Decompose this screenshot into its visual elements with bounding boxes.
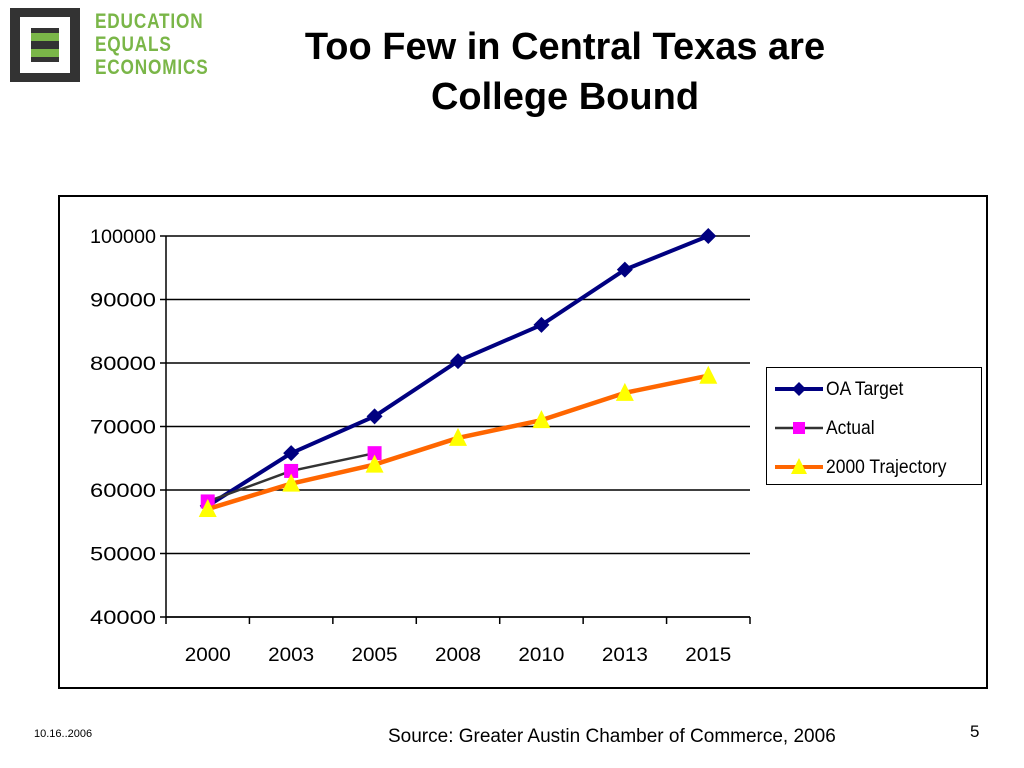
data-point-oa-target: [283, 445, 300, 462]
legend-swatch-oa-target: [775, 382, 823, 396]
x-tick-label: 2008: [435, 645, 481, 666]
data-point-actual: [367, 446, 382, 461]
slide-date: 10.16..2006: [34, 728, 93, 740]
x-tick-label: 2013: [602, 645, 648, 666]
x-tick-label: 2015: [685, 645, 731, 666]
series-line-oa-target: [205, 234, 711, 508]
chart-legend: OA Target Actual 2000 Trajectory: [766, 367, 982, 485]
legend-swatch-actual: [775, 422, 823, 434]
y-tick-label: 70000: [90, 418, 156, 439]
education-equals-economics-logo-icon: [10, 8, 80, 82]
data-point-oa-target: [533, 316, 550, 333]
data-point-actual: [284, 463, 299, 478]
legend-item-oa-target: OA Target: [767, 374, 981, 404]
data-point-2000-trajectory: [449, 427, 467, 446]
slide-page-number: 5: [970, 722, 980, 741]
data-point-2000-trajectory: [282, 473, 301, 492]
logo-wordmark: EDUCATION EQUALS ECONOMICS: [95, 10, 209, 79]
logo-line-1: EDUCATION: [95, 10, 204, 33]
y-tick-label: 100000: [90, 227, 156, 248]
y-tick-label: 60000: [90, 481, 156, 502]
slide-title-line-1: Too Few in Central Texas are: [304, 26, 826, 68]
x-tick-label: 2010: [518, 645, 564, 666]
y-tick-label: 80000: [90, 354, 156, 375]
slide-title: Too Few in Central Texas are College Bou…: [280, 22, 850, 122]
x-tick-label: 2003: [268, 645, 314, 666]
slide-title-line-2: College Bound: [430, 76, 700, 118]
legend-swatch-2000-trajectory: [775, 458, 823, 474]
data-point-oa-target: [366, 408, 383, 425]
data-point-oa-target: [616, 261, 633, 278]
legend-label-oa-target: OA Target: [826, 379, 904, 400]
data-point-oa-target: [450, 353, 466, 370]
y-tick-label: 40000: [90, 608, 156, 629]
logo-line-3: ECONOMICS: [95, 56, 209, 79]
data-point-oa-target: [700, 228, 717, 244]
data-point-2000-trajectory: [615, 382, 634, 401]
legend-label-2000-trajectory: 2000 Trajectory: [826, 457, 947, 478]
legend-item-actual: Actual: [767, 413, 981, 443]
legend-item-2000-trajectory: 2000 Trajectory: [767, 452, 981, 482]
x-tick-label: 2000: [185, 645, 231, 666]
chart-source: Source: Greater Austin Chamber of Commer…: [388, 726, 836, 747]
y-tick-label: 50000: [90, 545, 156, 566]
y-tick-label: 90000: [90, 291, 156, 312]
data-point-2000-trajectory: [532, 410, 551, 429]
x-tick-label: 2005: [352, 645, 398, 666]
logo-line-2: EQUALS: [95, 33, 172, 56]
legend-label-actual: Actual: [826, 418, 875, 439]
data-point-2000-trajectory: [365, 454, 384, 473]
data-point-2000-trajectory: [699, 365, 718, 384]
data-point-2000-trajectory: [198, 499, 217, 518]
logo: EDUCATION EQUALS ECONOMICS: [10, 8, 225, 88]
